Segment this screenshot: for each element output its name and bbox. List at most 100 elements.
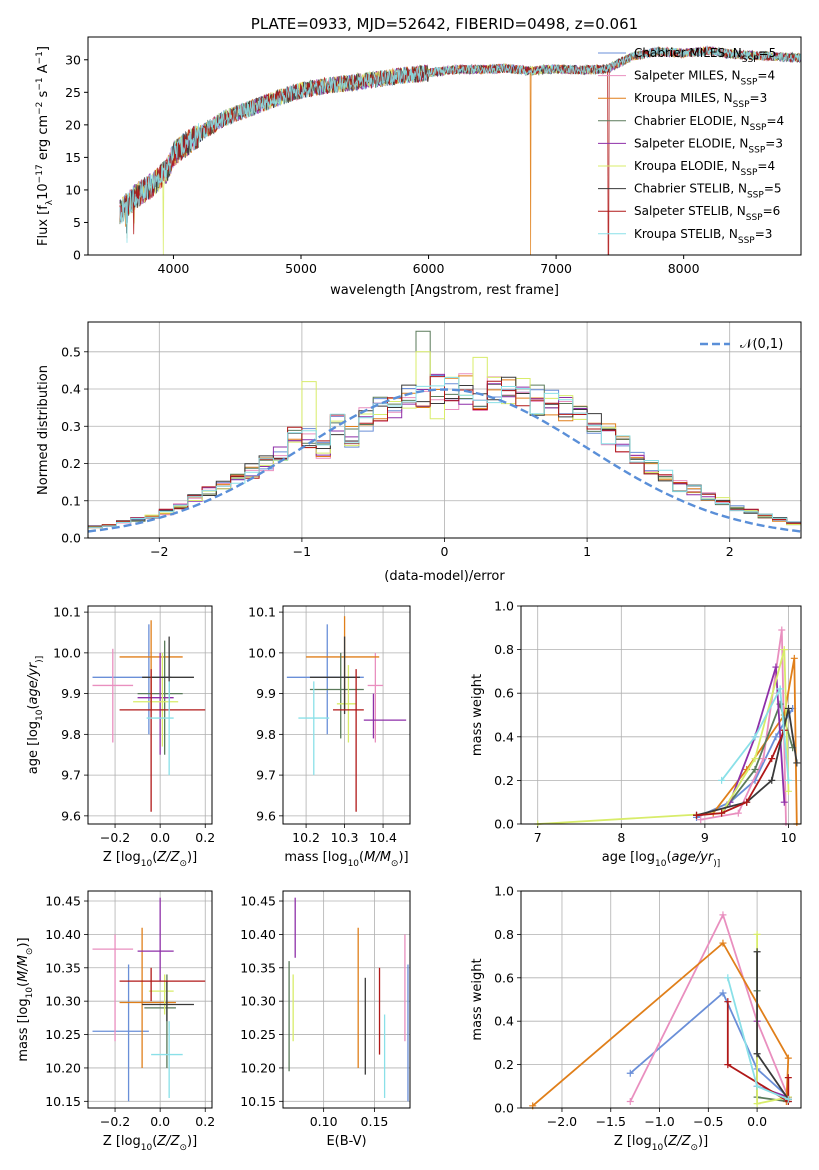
weight-vs-age-chart-marker-salpeter_miles — [778, 626, 786, 634]
spectrum-xtick-label: 8000 — [668, 261, 700, 276]
age-vs-mass-chart-ytick-label: 10.1 — [248, 605, 276, 620]
residuals-chart: −2 −1 0 1 2 0.0 0.1 0.2 0.3 0.4 0.5 (data-model)/er… — [36, 321, 802, 584]
mass-vs-z-chart-ytick-label: 10.35 — [45, 960, 81, 975]
weight-vs-age-chart-xlabel-part: age [log — [602, 850, 655, 865]
residuals-ytick-label: 0.3 — [61, 419, 81, 434]
weight-vs-z-chart-marker-chabrier_miles — [719, 989, 727, 997]
spectrum-ylabel: Flux [fλ10−17 erg cm−2 s−1 A−1] — [35, 46, 55, 246]
weight-vs-z-chart-ytick-label: 1.0 — [494, 884, 514, 899]
age-vs-z-chart-ytick-label: 9.6 — [61, 808, 81, 823]
age-vs-mass-chart-ytick-label: 9.9 — [256, 686, 276, 701]
legend-label-chabrier_stelib-part: =5 — [764, 182, 782, 196]
legend-label-salpeter_elodie: Salpeter ELODIE, NSSP=3 — [634, 136, 783, 155]
mass-vs-z-chart: −0.2 0.0 0.2 10.15 10.20 10.25 10.30 10.35 10.40… — [16, 890, 215, 1153]
legend-label-chabrier_miles-part: Chabrier MILES, N — [634, 46, 742, 60]
spectrum-ytick-label: 25 — [65, 85, 81, 100]
weight-vs-z-chart-marker-kroupa_elodie — [753, 930, 761, 938]
age-vs-mass-chart-xlabel: mass [log10(M/M⊙)] — [284, 850, 408, 869]
weight-vs-z-chart-xlabel-part: Z [log — [614, 1134, 652, 1149]
weight-vs-age-chart-frame — [520, 605, 802, 825]
age-vs-z-chart-ytick-label: 9.8 — [61, 727, 81, 742]
residuals-ytick-label: 0.0 — [61, 531, 81, 546]
age-vs-z-chart-ytick-label: 9.7 — [61, 768, 81, 783]
weight-vs-age-chart-line-salpeter_miles — [700, 629, 787, 825]
age-vs-z-chart-ylabel-part: 10 — [35, 709, 45, 721]
age-vs-mass-chart-xtick-label: 10.2 — [292, 830, 320, 845]
weight-vs-age-chart-marker-chabrier_elodie — [751, 766, 759, 773]
age-vs-mass-chart-xlabel-part: mass [log — [284, 850, 347, 865]
age-vs-mass-chart-xtick-label: 10.3 — [331, 830, 359, 845]
age-vs-mass-chart-ytick-label: 9.7 — [256, 768, 276, 783]
weight-vs-z-chart-ytick-label: 0.4 — [494, 1014, 514, 1029]
residuals-ytick-label: 0.4 — [61, 382, 81, 397]
age-vs-z-chart-frame — [87, 605, 213, 825]
weight-vs-z-chart-marker-salpeter_miles — [626, 1097, 634, 1105]
age-vs-z-chart-xtick-label: 0.2 — [195, 830, 215, 845]
residuals-xlabel: (data-model)/error — [384, 569, 505, 584]
weight-vs-age-chart-ylabel: mass weight — [470, 674, 485, 756]
weight-vs-age-chart-marker-kroupa_stelib — [718, 776, 726, 784]
mass-vs-z-chart-xtick-label: 0.2 — [195, 1114, 215, 1129]
weight-vs-z-chart-marker-kroupa_elodie — [753, 1100, 761, 1108]
weight-vs-age-chart-marker-kroupa_elodie — [751, 755, 759, 763]
weight-vs-z-chart-line-chabrier_miles — [629, 991, 789, 1098]
legend-label-chabrier_stelib: Chabrier STELIB, NSSP=5 — [634, 182, 782, 201]
legend-label-salpeter_miles-part: SSP — [741, 78, 758, 88]
age-vs-mass-chart-ytick-label: 9.8 — [256, 727, 276, 742]
age-vs-z-chart-ytick-label: 10.1 — [53, 605, 81, 620]
weight-vs-z-chart-ytick-label: 0.8 — [494, 927, 514, 942]
weight-vs-z-chart-xtick-label: −2.0 — [547, 1114, 577, 1129]
spectrum-plot-area — [119, 45, 801, 255]
legend-label-kroupa_miles: Kroupa MILES, NSSP=3 — [634, 91, 767, 110]
mass-vs-ebv-chart-ytick-label: 10.45 — [240, 894, 276, 909]
spectrum-ylabel-part: ] — [36, 46, 51, 51]
age-vs-mass-chart-xlabel-part: ( — [359, 850, 364, 865]
legend-label-chabrier_stelib-part: SSP — [747, 191, 764, 201]
mass-vs-ebv-chart: 0.10 0.15 10.15 10.20 10.25 10.30 10.35 10.40 10… — [240, 890, 411, 1149]
age-vs-z-chart-xtick-label: −0.2 — [100, 830, 130, 845]
spectrum-xtick-label: 4000 — [158, 261, 190, 276]
weight-vs-z-chart-xtick-label: −1.5 — [596, 1114, 626, 1129]
weight-vs-z-chart-marker-chabrier_stelib — [753, 1050, 761, 1058]
age-vs-z-chart-ylabel-part: ( — [26, 704, 41, 709]
mass-vs-ebv-chart-ytick-label: 10.40 — [240, 927, 276, 942]
weight-vs-z-chart-xlabel-part: ⊙ — [690, 1143, 698, 1153]
weight-vs-z-chart-ylabel: mass weight — [470, 958, 485, 1040]
age-vs-mass-chart-xlabel-part: 10 — [348, 859, 360, 869]
age-vs-z-chart-xlabel-part: Z [log — [103, 850, 141, 865]
legend-label-kroupa_elodie-part: =4 — [757, 159, 775, 173]
legend-label-salpeter_miles-part: =4 — [757, 69, 775, 83]
mass-vs-z-chart-ylabel-part: )] — [16, 937, 31, 947]
legend-label-kroupa_elodie: Kroupa ELODIE, NSSP=4 — [634, 159, 775, 178]
residuals-legend-label: 𝒩(0,1) — [740, 337, 783, 352]
legend-label-salpeter_elodie-part: =3 — [765, 136, 783, 150]
weight-vs-z-chart-marker-salpeter_miles — [719, 911, 727, 919]
weight-vs-age-chart-ytick-label: 0.6 — [494, 686, 514, 701]
legend-label-kroupa_stelib-part: =3 — [755, 227, 773, 241]
mass-vs-ebv-chart-ytick-label: 10.15 — [240, 1094, 276, 1109]
age-vs-mass-chart-xtick-label: 10.4 — [369, 830, 397, 845]
legend-label-chabrier_elodie-part: Chabrier ELODIE, N — [634, 114, 750, 128]
weight-vs-z-chart-xlabel-part: ( — [663, 1134, 668, 1149]
mass-vs-z-chart-ylabel-part: ( — [16, 982, 31, 987]
residuals-xtick-label: −1 — [293, 544, 311, 559]
age-vs-mass-chart-ytick-label: 10.0 — [248, 645, 276, 660]
legend-label-kroupa_miles-part: SSP — [733, 100, 750, 110]
residuals-frame — [87, 321, 802, 539]
legend-label-salpeter_elodie-part: Salpeter ELODIE, N — [634, 136, 748, 150]
legend-label-salpeter_miles-part: Salpeter MILES, N — [634, 69, 741, 83]
mass-vs-z-chart-xlabel-part: ⊙ — [179, 1143, 187, 1153]
legend-label-salpeter_stelib: Salpeter STELIB, NSSP=6 — [634, 204, 780, 223]
age-vs-z-chart-xlabel-part: )] — [187, 850, 197, 865]
age-vs-z-chart-xlabel-part: Z/Z — [156, 850, 180, 865]
mass-vs-ebv-chart-xtick-label: 0.10 — [310, 1114, 338, 1129]
mass-vs-z-chart-ytick-label: 10.45 — [45, 894, 81, 909]
mass-vs-ebv-chart-ytick-label: 10.20 — [240, 1060, 276, 1075]
weight-vs-z-chart-frame — [520, 890, 802, 1109]
mass-vs-z-chart-ylabel-part: 10 — [25, 987, 35, 999]
weight-vs-z-chart-line-salpeter_stelib — [726, 1001, 790, 1104]
weight-vs-age-chart-marker-salpeter_miles — [734, 809, 742, 817]
spectrum-ytick-label: 30 — [65, 52, 81, 67]
legend-label-chabrier_stelib-part: Chabrier STELIB, N — [634, 182, 747, 196]
